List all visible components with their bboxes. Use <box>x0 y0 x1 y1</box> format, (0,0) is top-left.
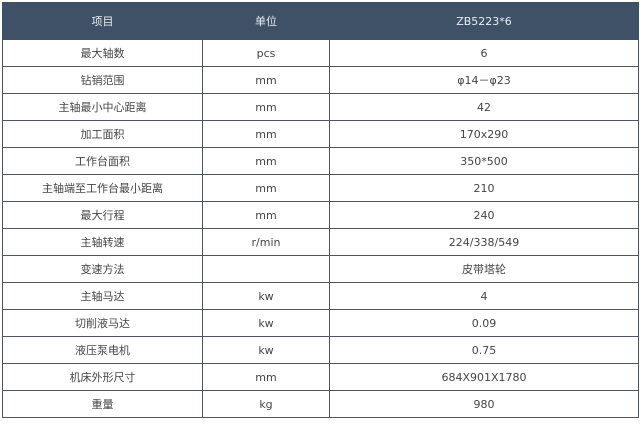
cell-unit: mm <box>202 93 330 121</box>
cell-value: 210 <box>329 174 639 202</box>
table-row: 钻销范围 mm φ14－φ23 <box>2 66 639 94</box>
cell-value: 0.09 <box>329 309 639 337</box>
cell-unit: pcs <box>202 39 330 67</box>
table-row: 主轴最小中心距离 mm 42 <box>2 93 639 121</box>
cell-value: 240 <box>329 201 639 229</box>
table-row: 主轴端至工作台最小距离 mm 210 <box>2 174 639 202</box>
table-row: 最大行程 mm 240 <box>2 201 639 229</box>
cell-value: 980 <box>329 390 639 418</box>
cell-item: 主轴端至工作台最小距离 <box>2 174 203 202</box>
cell-item: 机床外形尺寸 <box>2 363 203 391</box>
cell-value: 224/338/549 <box>329 228 639 256</box>
header-row: 项目 单位 ZB5223*6 <box>2 2 639 40</box>
cell-unit: mm <box>202 120 330 148</box>
cell-unit: r/min <box>202 228 330 256</box>
cell-value: 6 <box>329 39 639 67</box>
table-row: 最大轴数 pcs 6 <box>2 39 639 67</box>
table-row: 重量 kg 980 <box>2 390 639 418</box>
cell-item: 变速方法 <box>2 255 203 283</box>
cell-unit: mm <box>202 201 330 229</box>
cell-item: 加工面积 <box>2 120 203 148</box>
cell-unit: kw <box>202 336 330 364</box>
table-row: 主轴马达 kw 4 <box>2 282 639 310</box>
cell-unit: mm <box>202 363 330 391</box>
cell-value: φ14－φ23 <box>329 66 639 94</box>
cell-value: 350*500 <box>329 147 639 175</box>
cell-value: 4 <box>329 282 639 310</box>
cell-item: 主轴最小中心距离 <box>2 93 203 121</box>
table-row: 工作台面积 mm 350*500 <box>2 147 639 175</box>
cell-unit: kw <box>202 282 330 310</box>
cell-item: 最大轴数 <box>2 39 203 67</box>
cell-value: 皮带塔轮 <box>329 255 639 283</box>
spec-table: 项目 单位 ZB5223*6 最大轴数 pcs 6 钻销范围 mm φ14－φ23 主轴最小… <box>2 2 639 418</box>
cell-unit: mm <box>202 174 330 202</box>
cell-unit: kg <box>202 390 330 418</box>
table-row: 切削液马达 kw 0.09 <box>2 309 639 337</box>
cell-value: 0.75 <box>329 336 639 364</box>
cell-unit: kw <box>202 309 330 337</box>
table-row: 加工面积 mm 170x290 <box>2 120 639 148</box>
cell-item: 最大行程 <box>2 201 203 229</box>
cell-unit: mm <box>202 147 330 175</box>
table-row: 液压泵电机 kw 0.75 <box>2 336 639 364</box>
header-unit: 单位 <box>202 2 330 40</box>
cell-item: 工作台面积 <box>2 147 203 175</box>
cell-value: 170x290 <box>329 120 639 148</box>
cell-value: 42 <box>329 93 639 121</box>
header-model: ZB5223*6 <box>329 2 639 40</box>
header-item: 项目 <box>2 2 203 40</box>
table-row: 主轴转速 r/min 224/338/549 <box>2 228 639 256</box>
table-row: 机床外形尺寸 mm 684X901X1780 <box>2 363 639 391</box>
cell-item: 重量 <box>2 390 203 418</box>
cell-item: 主轴马达 <box>2 282 203 310</box>
cell-item: 液压泵电机 <box>2 336 203 364</box>
cell-value: 684X901X1780 <box>329 363 639 391</box>
cell-item: 主轴转速 <box>2 228 203 256</box>
cell-item: 切削液马达 <box>2 309 203 337</box>
cell-unit <box>202 255 330 283</box>
table-row: 变速方法 皮带塔轮 <box>2 255 639 283</box>
cell-unit: mm <box>202 66 330 94</box>
cell-item: 钻销范围 <box>2 66 203 94</box>
